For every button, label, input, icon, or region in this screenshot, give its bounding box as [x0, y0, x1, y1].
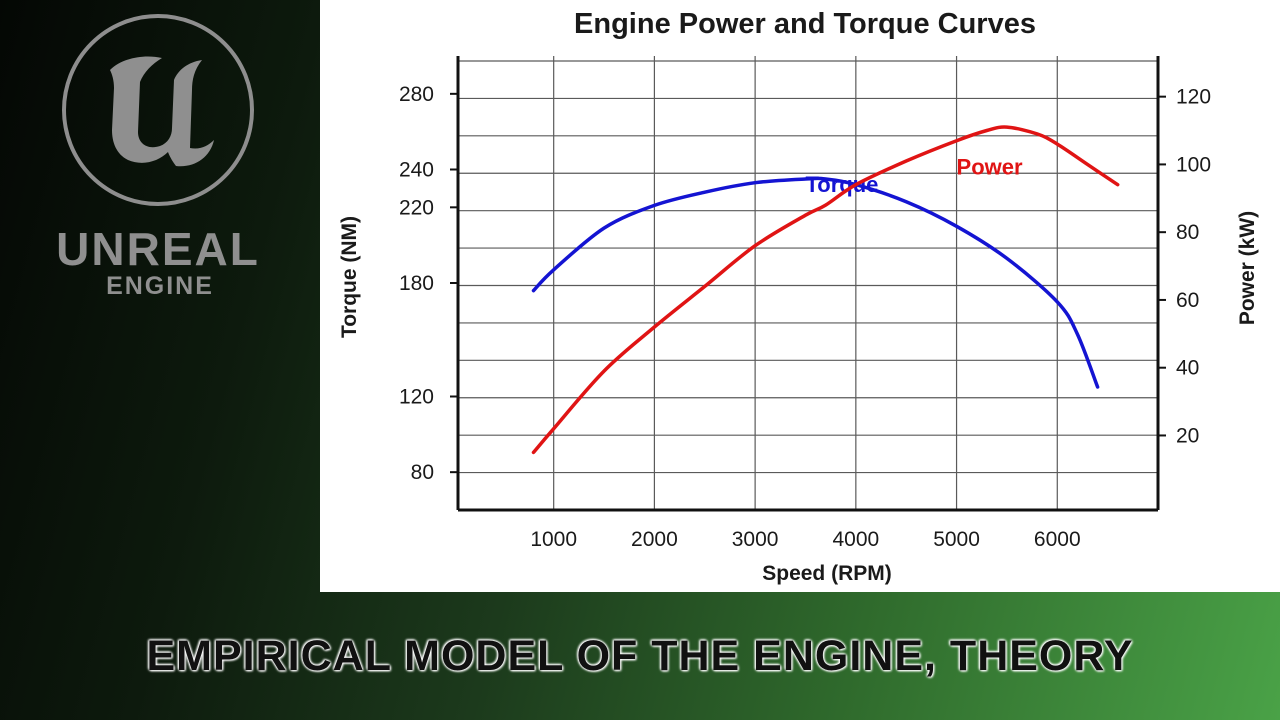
x-tick-label: 5000 [933, 528, 980, 551]
chart-title: Engine Power and Torque Curves [574, 8, 1036, 40]
y-right-tick-label: 60 [1176, 289, 1199, 312]
chart-axes [450, 56, 1166, 512]
logo-word-unreal: UNREAL [56, 223, 260, 275]
unreal-engine-logo: UNREAL ENGINE [0, 0, 320, 310]
power-series-label: Power [957, 155, 1023, 180]
y-right-tick-label: 80 [1176, 221, 1199, 244]
y-left-axis-title: Torque (NM) [338, 216, 361, 338]
y-left-tick-label: 280 [399, 83, 434, 106]
y-left-tick-label: 240 [399, 159, 434, 182]
x-tick-label: 2000 [631, 528, 678, 551]
logo-u-icon [110, 56, 214, 167]
tick-labels: 1000 2000 3000 4000 5000 6000 80 120 180 220 240 28… [399, 83, 1211, 551]
x-tick-label: 4000 [832, 528, 879, 551]
y-right-tick-label: 40 [1176, 357, 1199, 380]
engine-curves-chart: 1000 2000 3000 4000 5000 6000 80 120 180 220 240 28… [338, 8, 1259, 585]
grid-lines [458, 56, 1158, 511]
x-axis-title: Speed (RPM) [762, 562, 892, 585]
x-tick-label: 6000 [1034, 528, 1081, 551]
logo-circle [62, 14, 254, 206]
y-right-axis-title: Power (kW) [1236, 211, 1259, 325]
y-left-tick-label: 180 [399, 272, 434, 295]
y-left-tick-label: 220 [399, 196, 434, 219]
x-tick-label: 1000 [530, 528, 577, 551]
y-right-tick-label: 100 [1176, 153, 1211, 176]
y-left-tick-label: 80 [411, 461, 434, 484]
chart-panel: 1000 2000 3000 4000 5000 6000 80 120 180 220 240 28… [320, 0, 1280, 592]
x-tick-label: 3000 [732, 528, 779, 551]
y-right-tick-label: 20 [1176, 424, 1199, 447]
torque-series-line [531, 176, 1100, 389]
video-title-banner: EMPIRICAL MODEL OF THE ENGINE, THEORY [146, 632, 1134, 680]
logo-word-engine: ENGINE [106, 272, 214, 300]
y-left-tick-label: 120 [399, 386, 434, 409]
y-right-tick-label: 120 [1176, 86, 1211, 109]
power-series-line [531, 125, 1120, 455]
